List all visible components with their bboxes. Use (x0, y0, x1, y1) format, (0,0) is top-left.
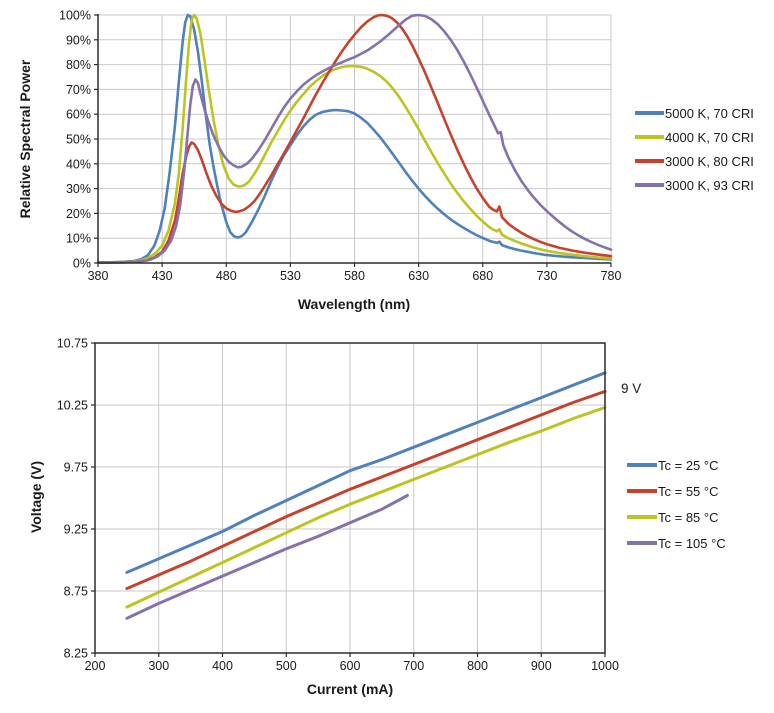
x-tick-label: 780 (601, 269, 622, 283)
x-tick-label: 600 (340, 659, 361, 673)
x-tick-label: 630 (408, 269, 429, 283)
y-tick-label: 0% (73, 257, 91, 271)
legend-item: 3000 K, 80 CRI (635, 149, 754, 173)
y-tick-label: 9.75 (64, 461, 88, 475)
x-tick-label: 580 (344, 269, 365, 283)
series-line (125, 494, 409, 620)
y-tick-label: 8.25 (64, 647, 88, 661)
legend-line-swatch (627, 489, 657, 493)
x-tick-label: 730 (536, 269, 557, 283)
legend-label: Tc = 105 °C (658, 535, 726, 551)
y-tick-label: 8.75 (64, 585, 88, 599)
voltage-chart-legend: Tc = 25 °C Tc = 55 °C Tc = 85 °C Tc = 105 °… (627, 452, 726, 556)
legend-line-swatch (627, 541, 657, 545)
y-tick-label: 9.25 (64, 523, 88, 537)
x-tick-label: 430 (152, 269, 173, 283)
x-tick-label: 500 (276, 659, 297, 673)
y-tick-label: 50% (66, 133, 91, 147)
legend-item: 3000 K, 93 CRI (635, 173, 754, 197)
tick-labels: 200 300 400 500 600 700 800 900 1000 8.25 8.75 9.25… (57, 337, 619, 674)
y-tick-label: 10% (66, 232, 91, 246)
legend-label: 3000 K, 80 CRI (665, 153, 754, 169)
tick-labels: 380 430 480 530 580 630 680 730 780 0% 10% 20% 30% 40… (59, 9, 621, 284)
legend-line-swatch (627, 515, 657, 519)
series-line (125, 371, 607, 574)
legend-item: 5000 K, 70 CRI (635, 101, 754, 125)
voltage-class-annotation: 9 V (621, 381, 642, 396)
legend-item: 4000 K, 70 CRI (635, 125, 754, 149)
x-tick-label: 400 (212, 659, 233, 673)
series-line (96, 13, 613, 264)
x-tick-label: 380 (88, 269, 109, 283)
legend-line-swatch (627, 463, 657, 467)
voltage-current-chart: 200 300 400 500 600 700 800 900 1000 8.25 8.75 9.25… (57, 337, 619, 674)
series-line (125, 389, 607, 590)
x-tick-label: 300 (148, 659, 169, 673)
legend-line-swatch (635, 111, 664, 115)
y-tick-label: 70% (66, 83, 91, 97)
current-x-axis-title: Current (mA) (306, 681, 394, 697)
legend-label: Tc = 55 °C (658, 483, 719, 499)
legend-item: Tc = 105 °C (627, 530, 726, 556)
legend-label: 4000 K, 70 CRI (665, 129, 754, 145)
legend-item: Tc = 85 °C (627, 504, 726, 530)
legend-item: Tc = 25 °C (627, 452, 726, 478)
tick-marks (91, 342, 606, 657)
spectral-x-axis-title: Wavelength (nm) (297, 296, 411, 312)
x-tick-label: 480 (216, 269, 237, 283)
y-tick-label: 10.25 (57, 399, 88, 413)
gridlines (95, 343, 605, 653)
legend-label: 5000 K, 70 CRI (665, 105, 754, 121)
legend-label: Tc = 85 °C (658, 509, 719, 525)
series-lines (96, 13, 613, 264)
x-tick-label: 200 (85, 659, 106, 673)
x-tick-label: 530 (280, 269, 301, 283)
legend-label: Tc = 25 °C (658, 457, 719, 473)
legend-item: Tc = 55 °C (627, 478, 726, 504)
series-lines (125, 371, 607, 620)
y-tick-label: 20% (66, 207, 91, 221)
tick-marks (94, 14, 612, 267)
x-tick-label: 680 (472, 269, 493, 283)
series-line (96, 13, 613, 264)
y-tick-label: 100% (59, 9, 91, 23)
spectral-chart-legend: 5000 K, 70 CRI 4000 K, 70 CRI 3000 K, 80 C… (635, 101, 754, 197)
y-tick-label: 30% (66, 182, 91, 196)
y-tick-label: 60% (66, 108, 91, 122)
legend-line-swatch (635, 135, 664, 139)
x-tick-label: 700 (403, 659, 424, 673)
x-tick-label: 900 (531, 659, 552, 673)
y-tick-label: 40% (66, 157, 91, 171)
y-tick-label: 80% (66, 58, 91, 72)
x-tick-label: 800 (467, 659, 488, 673)
legend-line-swatch (635, 159, 664, 163)
spectral-power-chart: 380 430 480 530 580 630 680 730 780 0% 10% 20% 30% 40… (59, 9, 621, 284)
series-line (96, 13, 613, 264)
x-tick-label: 1000 (591, 659, 619, 673)
y-tick-label: 90% (66, 33, 91, 47)
legend-label: 3000 K, 93 CRI (665, 177, 754, 193)
legend-line-swatch (635, 183, 664, 187)
series-line (125, 406, 607, 609)
series-line (96, 13, 613, 264)
y-tick-label: 10.75 (57, 337, 88, 351)
